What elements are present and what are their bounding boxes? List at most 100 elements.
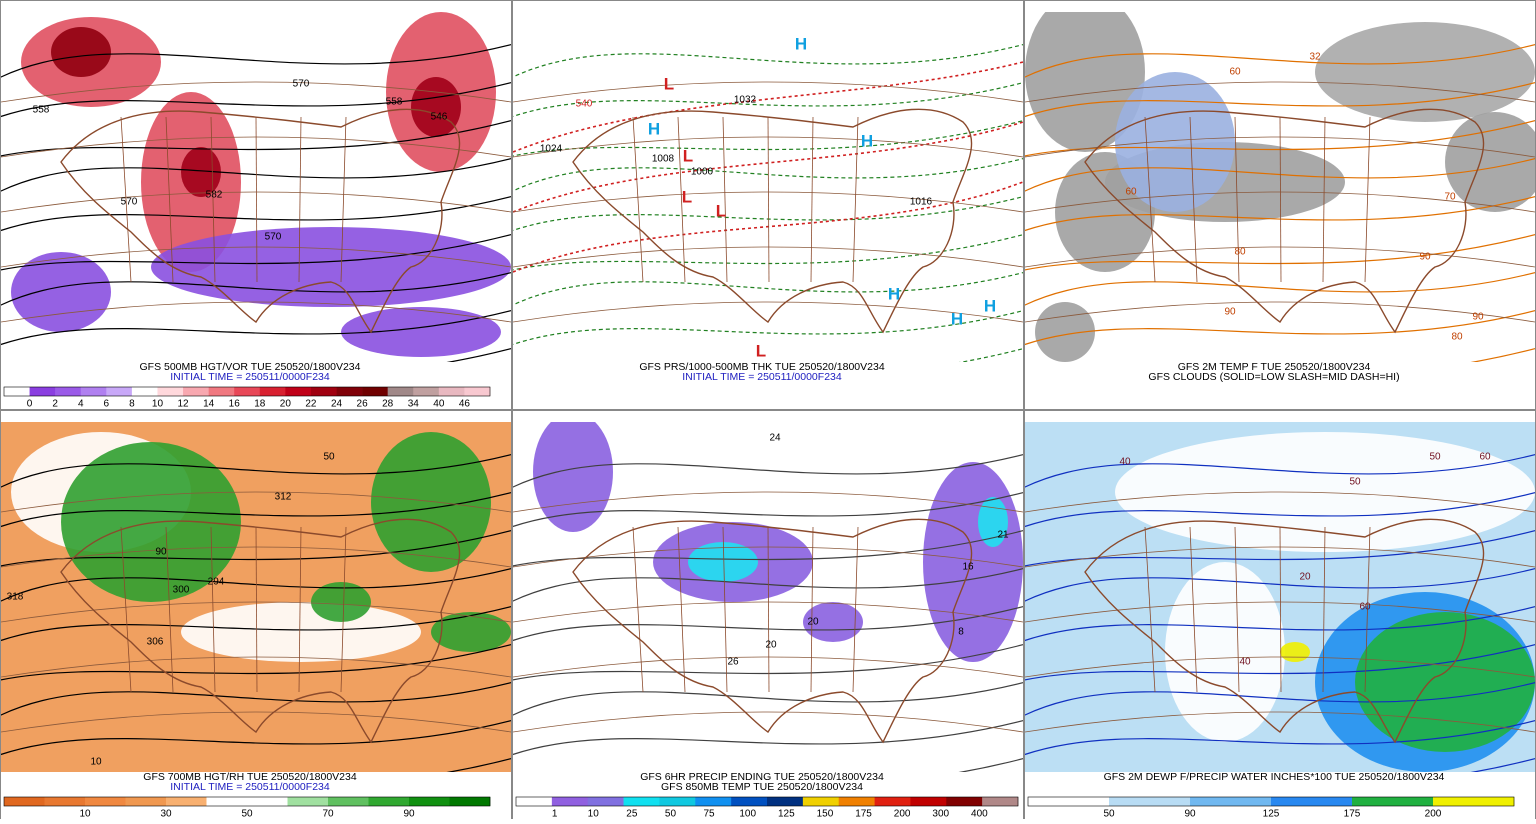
- contour: [513, 43, 1023, 78]
- map-label: 90: [155, 547, 167, 558]
- map-label: L: [716, 201, 726, 220]
- contour: [1, 529, 511, 567]
- latitude-line: [1025, 656, 1535, 678]
- shaded-area: [311, 582, 371, 622]
- caption: GFS 2M DEWP F/PRECIP WATER INCHES*100 TU…: [1104, 771, 1445, 783]
- latitude-line: [1, 656, 511, 678]
- colorbar-frame: [3, 796, 491, 807]
- map-label: 20: [807, 617, 819, 628]
- colorbar-swatch: [206, 797, 248, 806]
- map-label: 24: [769, 433, 781, 444]
- map-label: 16: [962, 562, 974, 573]
- map-label: 10: [90, 757, 102, 768]
- colorbar-swatch: [659, 797, 696, 806]
- colorbar-swatch: [259, 387, 286, 396]
- map-label: 26: [727, 657, 739, 668]
- map-label: 70: [1444, 192, 1456, 203]
- latitude-line: [1, 81, 511, 103]
- map-content: 312 306 300 318 294 50 90 10: [1, 422, 511, 772]
- colorbar-swatch: [464, 387, 491, 396]
- map-label: H: [888, 284, 900, 303]
- map: 24 16 20 20 26 21 8: [513, 422, 1023, 772]
- shaded-area: [1280, 642, 1310, 662]
- contour: [1, 43, 511, 78]
- state-border: [632, 526, 644, 693]
- contour: [1, 81, 511, 118]
- shaded-area: [11, 252, 111, 332]
- map-label: 546: [431, 112, 448, 123]
- colorbar-swatch: [106, 387, 133, 396]
- colorbar-swatch: [362, 387, 388, 396]
- colorbar-label: 50: [241, 809, 253, 819]
- state-border: [120, 526, 132, 693]
- coastline: [60, 108, 461, 334]
- colorbar-label: 175: [855, 809, 872, 819]
- contour: [513, 81, 1023, 118]
- contour: [1025, 681, 1535, 716]
- colorbar-label: 20: [280, 399, 292, 410]
- state-border: [1144, 526, 1156, 693]
- colorbar-swatch: [44, 797, 86, 806]
- map-label: 20: [765, 640, 777, 651]
- contour: [1025, 157, 1535, 192]
- map-label: H: [951, 309, 963, 328]
- contour: [1025, 195, 1535, 232]
- latitude-line: [513, 81, 1023, 103]
- colorbar-label: 18: [254, 399, 266, 410]
- coastline: [572, 108, 973, 334]
- colorbar-label: 10: [152, 399, 164, 410]
- map-label: H: [861, 131, 873, 150]
- map-label: 1008: [652, 154, 675, 165]
- colorbar-swatch: [438, 387, 465, 396]
- map-label: 558: [33, 105, 50, 116]
- state-border: [120, 116, 132, 283]
- contour: [1025, 567, 1535, 602]
- map-label: 90: [1224, 307, 1236, 318]
- map-label: 8: [958, 627, 964, 638]
- coastline: [572, 518, 973, 744]
- contour: [1, 119, 511, 157]
- shaded-area: [1315, 22, 1535, 122]
- colorbar-swatch: [336, 387, 363, 396]
- shaded-area: [431, 612, 511, 652]
- contour: [1025, 529, 1535, 567]
- coastline: [60, 518, 461, 744]
- latitude-line: [1025, 711, 1535, 733]
- colorbar-label: 16: [229, 399, 241, 410]
- colorbar-swatch: [449, 797, 491, 806]
- map-label: 300: [173, 585, 190, 596]
- latitude-line: [1025, 301, 1535, 323]
- map-label: L: [683, 146, 693, 165]
- caption: GFS 6HR PRECIP ENDING TUE 250520/1800V23…: [640, 771, 884, 783]
- colorbar-label: 200: [1425, 809, 1442, 819]
- map-label: 1016: [910, 197, 933, 208]
- colorbar-label: 300: [932, 809, 949, 819]
- colorbar-swatch: [874, 797, 911, 806]
- state-border: [165, 116, 174, 283]
- latitude-line: [1025, 246, 1535, 268]
- colorbar-label: 150: [817, 809, 834, 819]
- colorbar-swatch: [695, 797, 732, 806]
- map-label: 294: [208, 577, 225, 588]
- colorbar-label: 200: [894, 809, 911, 819]
- colorbar-label: 8: [129, 399, 135, 410]
- contour: [1, 719, 511, 756]
- shaded-area: [341, 307, 501, 357]
- map-label: 570: [293, 79, 310, 90]
- latitude-line: [513, 301, 1023, 323]
- colorbar-swatch: [157, 387, 184, 396]
- map-label: H: [984, 296, 996, 315]
- map-label: 306: [147, 637, 164, 648]
- map-label: 1032: [734, 95, 757, 106]
- caption: GFS 500MB HGT/VOR TUE 250520/1800V234: [139, 361, 360, 373]
- state-border: [767, 526, 770, 693]
- colorbar-label: 10: [79, 809, 91, 819]
- colorbar-swatch: [368, 797, 410, 806]
- colorbar-label: 90: [1184, 809, 1196, 819]
- map-label: 60: [1479, 452, 1491, 463]
- contour: [513, 309, 1023, 346]
- map-background: [513, 12, 1023, 362]
- colorbar-swatch: [946, 797, 983, 806]
- state-border: [165, 526, 174, 693]
